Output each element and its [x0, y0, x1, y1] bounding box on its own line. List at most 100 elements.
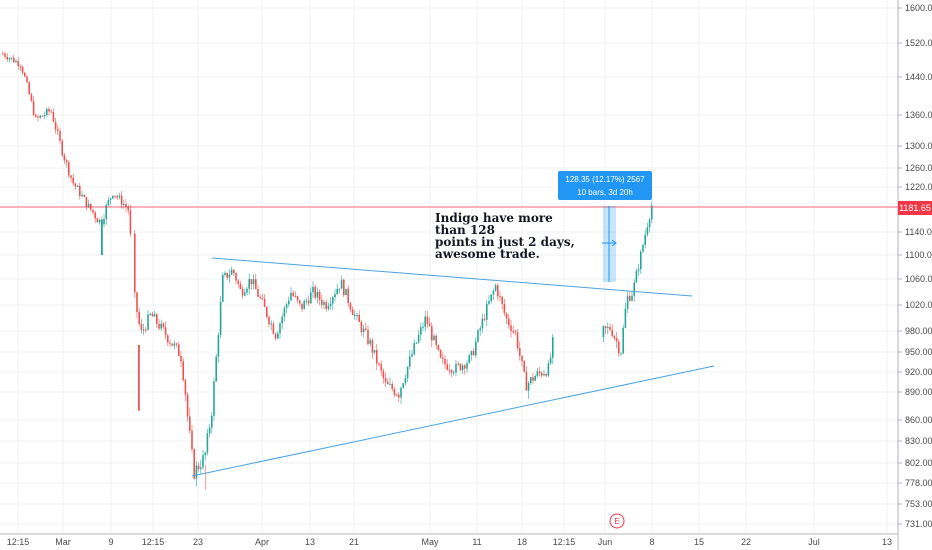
candle-body: [523, 361, 525, 372]
candle-body: [435, 335, 437, 345]
upper-trendline[interactable]: [211, 257, 693, 297]
candle-body: [367, 329, 369, 344]
candle-body: [642, 244, 644, 252]
candle-body: [299, 300, 301, 304]
candle-body: [380, 364, 382, 371]
candle-body: [426, 316, 429, 324]
candle-body: [345, 288, 347, 296]
candle-body: [545, 374, 547, 376]
candle-body: [444, 358, 446, 365]
candle-body: [268, 316, 270, 325]
candle-body: [279, 323, 281, 334]
candle-body: [138, 345, 140, 411]
candle-body: [219, 301, 222, 335]
y-tick-label: 1020.00: [905, 300, 932, 310]
candle-body: [184, 380, 187, 395]
candle-body: [486, 303, 488, 320]
candle-body: [112, 195, 114, 199]
annotation-line-3: awesome trade.: [435, 247, 540, 261]
candle-body: [72, 177, 74, 184]
candle-body: [292, 292, 294, 296]
x-tick-label: Apr: [255, 537, 269, 547]
x-tick-label: 22: [741, 537, 751, 547]
candle-body: [316, 291, 319, 298]
candle-body: [512, 331, 514, 333]
candle-body: [96, 218, 99, 223]
candle-body: [527, 382, 530, 391]
candle-body: [147, 314, 149, 330]
candle-body: [274, 333, 277, 339]
x-tick-label: 13: [305, 537, 315, 547]
candle-body: [48, 108, 50, 112]
y-tick-label: 731.00: [905, 519, 932, 529]
candle-body: [164, 327, 167, 336]
x-tick-label: 11: [472, 537, 481, 547]
candle-body: [516, 332, 519, 349]
candle-body: [510, 325, 512, 332]
candle-body: [404, 378, 407, 384]
candle-body: [409, 356, 411, 367]
candle-body: [39, 115, 41, 118]
measure-duration: 10 bars, 3d 20h: [577, 188, 633, 197]
candle-body: [433, 335, 435, 341]
candle-body: [123, 204, 125, 206]
candle-body: [607, 326, 609, 328]
candle-body: [519, 348, 521, 356]
candle-body: [521, 355, 523, 362]
candle-body: [105, 204, 107, 219]
candle-body: [19, 66, 22, 68]
candle-body: [193, 449, 195, 479]
earnings-event-marker[interactable]: [609, 513, 625, 529]
candle-body: [76, 185, 79, 187]
measure-arrowhead: [611, 239, 617, 247]
candle-body: [464, 365, 466, 369]
candle-body: [620, 353, 622, 355]
candle-body: [241, 288, 244, 296]
candle-body: [101, 219, 103, 255]
candle-body: [446, 364, 448, 370]
candle-body: [158, 323, 160, 329]
annotation-note[interactable]: Indigo have more than 128 points in just…: [435, 212, 585, 260]
candle-body: [466, 362, 468, 369]
x-tick-label: 9: [108, 537, 113, 547]
candle-body: [85, 196, 88, 208]
candle-body: [129, 210, 132, 234]
candle-body: [169, 342, 171, 344]
candle-body: [646, 227, 649, 235]
candle-body: [171, 343, 173, 346]
candle-body: [648, 219, 651, 228]
candle-body: [395, 394, 398, 396]
x-tick-label: May: [421, 537, 439, 547]
candle-body: [4, 53, 6, 57]
candle-body: [501, 296, 503, 305]
lower-trendline[interactable]: [191, 365, 715, 477]
y-tick-label: 1140.00: [905, 227, 932, 237]
candle-body: [103, 218, 105, 225]
candle-body: [618, 341, 620, 354]
candle-body: [541, 372, 543, 376]
candle-body: [272, 323, 275, 334]
candle-body: [162, 323, 165, 328]
measure-label[interactable]: 128.35 (12.17%) 2567 10 bars, 3d 20h: [558, 171, 652, 200]
candle-body: [310, 292, 312, 304]
candle-body: [365, 328, 367, 330]
candle-body: [534, 376, 536, 381]
candle-body: [257, 289, 259, 297]
candle-body: [15, 60, 17, 63]
y-tick-label: 1300.00: [905, 141, 932, 151]
candle-body: [213, 381, 215, 416]
candle-body: [629, 296, 631, 301]
x-tick-label: 18: [517, 537, 527, 547]
measure-change: 128.35 (12.17%) 2567: [565, 175, 645, 184]
candle-body: [140, 323, 143, 331]
candle-body: [92, 209, 94, 213]
candle-body: [424, 316, 426, 327]
candle-body: [255, 279, 257, 290]
candle-body: [204, 452, 206, 456]
candle-body: [215, 356, 217, 382]
candle-body: [156, 314, 158, 324]
candle-body: [114, 195, 116, 197]
candle-body: [457, 363, 459, 365]
candle-body: [195, 465, 198, 479]
